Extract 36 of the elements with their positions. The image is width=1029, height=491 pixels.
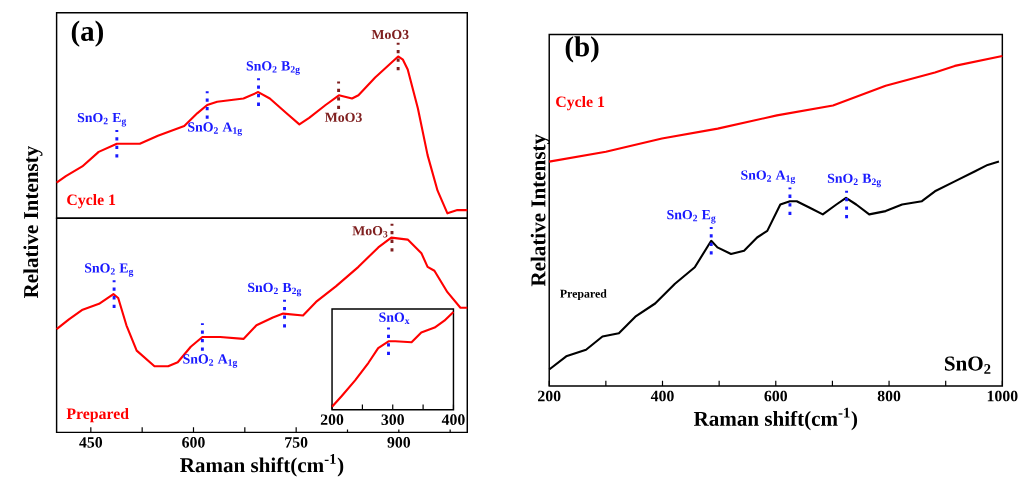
x-tick-label: 400	[650, 390, 674, 402]
annotation: SnO$_{2}$	[944, 356, 991, 375]
annotation: SnO$_{2}$ B$_{2g}$	[246, 61, 300, 75]
annotation: SnO$_{2}$ E$_{g}$	[77, 113, 127, 127]
annotation: MoO3	[371, 30, 409, 40]
y-axis-title: Relative Intensty	[23, 146, 43, 299]
annotation: SnO$_{2}$ B$_{2g}$	[248, 282, 302, 297]
x-tick-label: 600	[182, 437, 205, 448]
text: Cycle 1	[556, 96, 605, 111]
x-tick-label: 1000	[987, 390, 1018, 402]
annotation: MoO3	[324, 112, 362, 123]
x-tick-label: 600	[764, 390, 788, 402]
annotation: (b)	[565, 36, 599, 63]
x-tick-label: 750	[285, 437, 308, 448]
x-tick-label: 300	[381, 414, 404, 426]
text: Prepared	[560, 289, 607, 301]
annotation: SnO$_{x}$	[379, 312, 410, 325]
x-axis-title: Raman shift(cm$^{-1}$)	[180, 454, 344, 477]
annotation: SnO$_{2}$ A$_{1g}$	[741, 170, 796, 185]
x-tick-label: 900	[387, 437, 411, 448]
x-axis-title: Raman shift(cm$^{-1}$)	[693, 407, 858, 431]
text: Prepared	[66, 408, 129, 423]
text: (a)	[71, 20, 104, 48]
annotation: SnO$_{2}$ B$_{2g}$	[827, 173, 882, 188]
annotation: SnO$_{2}$ E$_{g}$	[667, 210, 716, 224]
x-tick-label: 800	[877, 390, 901, 402]
series-label: Cycle 1	[67, 194, 116, 209]
x-tick-label: 400	[441, 414, 465, 426]
y-axis-title: Relative Intensty	[530, 134, 550, 287]
x-tick-label: 450	[79, 437, 103, 448]
annotation: SnO$_{2}$ A$_{1g}$	[183, 354, 238, 368]
annotation: MoO$_{3}$	[352, 226, 388, 238]
x-tick-label: 200	[320, 414, 344, 426]
x-tick-label: 200	[538, 390, 561, 402]
annotation: SnO$_{2}$ E$_{g}$	[85, 263, 134, 277]
annotation: SnO$_{2}$ A$_{1g}$	[188, 122, 243, 136]
